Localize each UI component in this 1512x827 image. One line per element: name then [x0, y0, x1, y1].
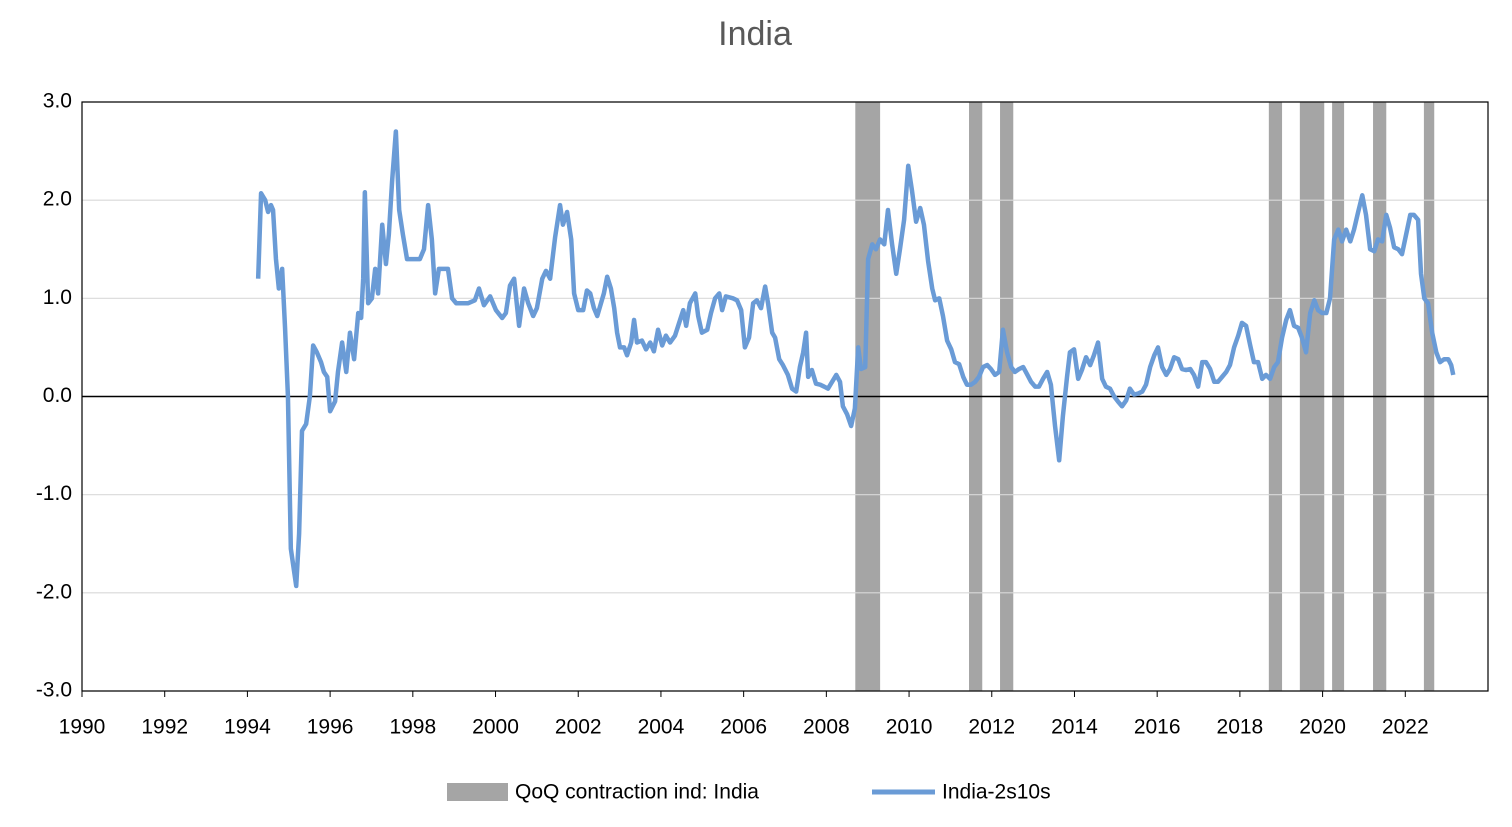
legend-label: India-2s10s [942, 781, 1051, 804]
x-tick-label: 2012 [968, 716, 1015, 739]
plot-frame [81, 101, 1489, 692]
x-tick-label: 2022 [1382, 716, 1429, 739]
x-tick-label: 2000 [472, 716, 519, 739]
y-tick-label: 0.0 [43, 384, 72, 407]
x-tick-label: 1998 [389, 716, 436, 739]
x-tick-label: 1992 [141, 716, 188, 739]
x-tick-label: 2020 [1299, 716, 1346, 739]
plot-area: -3.0 -2.0 -1.0 0.0 1.0 2.0 3.0 1990 1992 1994 1996… [36, 90, 1489, 739]
x-tick-label: 2006 [720, 716, 767, 739]
x-tick-label: 1994 [224, 716, 271, 739]
x-tick-label: 1996 [307, 716, 354, 739]
y-tick-label: -1.0 [36, 482, 72, 505]
legend-swatch-shading [447, 783, 508, 801]
series-line [255, 129, 1456, 589]
y-tick-label: 1.0 [43, 286, 72, 309]
x-tick-label: 2008 [803, 716, 850, 739]
y-tick-label: 2.0 [43, 188, 72, 211]
x-tick-label: 2016 [1134, 716, 1181, 739]
x-tick-label: 2014 [1051, 716, 1098, 739]
chart-title: India [718, 15, 792, 53]
x-tick-label: 2002 [555, 716, 602, 739]
x-tick-label: 2004 [638, 716, 685, 739]
y-tick-label: -2.0 [36, 580, 72, 603]
y-tick-label: 3.0 [43, 90, 72, 113]
x-tick-label: 1990 [59, 716, 106, 739]
x-tick-label: 2018 [1217, 716, 1264, 739]
y-tick-label: -3.0 [36, 679, 72, 702]
x-tick-label: 2010 [886, 716, 933, 739]
legend-label: QoQ contraction ind: India [515, 781, 759, 804]
